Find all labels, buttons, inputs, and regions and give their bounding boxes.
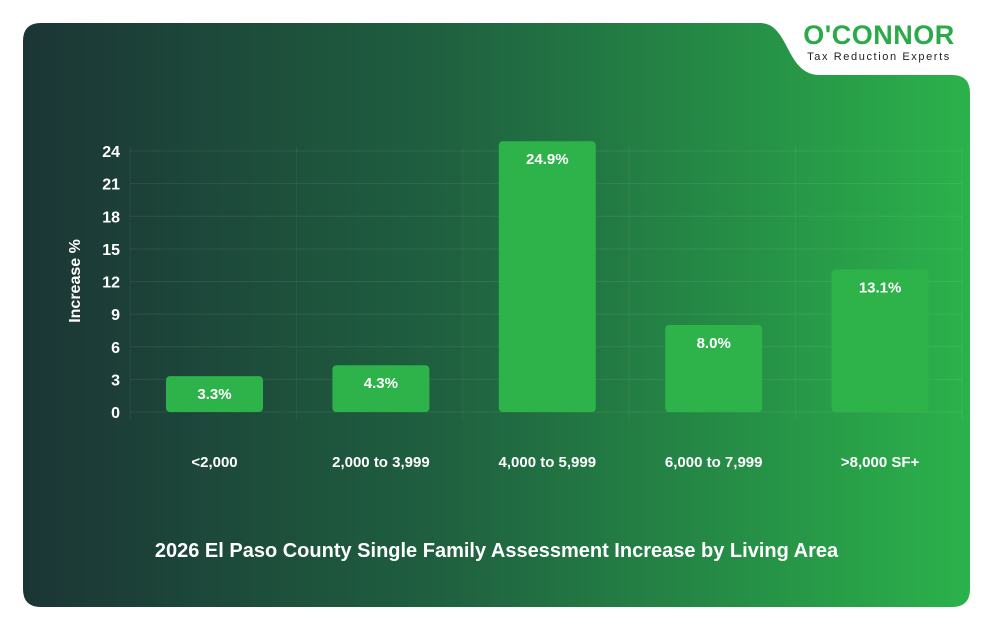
logo-wordmark: O'CONNOR — [803, 20, 955, 50]
y-tick-label: 15 — [102, 242, 120, 259]
data-label: 3.3% — [197, 386, 231, 403]
data-label: 8.0% — [697, 335, 731, 352]
logo-tagline: Tax Reduction Experts — [807, 51, 951, 63]
bar — [498, 141, 596, 412]
bar — [166, 376, 263, 412]
y-tick-label: 21 — [102, 177, 120, 194]
y-tick-label: 3 — [111, 372, 120, 389]
data-label: 13.1% — [859, 280, 902, 297]
y-tick-label: 6 — [111, 340, 120, 357]
x-tick-label: 2,000 to 3,999 — [332, 454, 430, 471]
x-tick-label: >8,000 SF+ — [841, 454, 920, 471]
x-tick-label: 4,000 to 5,999 — [499, 454, 597, 471]
y-axis-label: Increase % — [67, 239, 84, 323]
data-label: 24.9% — [526, 151, 569, 168]
x-tick-label: <2,000 — [191, 454, 237, 471]
data-label: 4.3% — [364, 375, 398, 392]
y-tick-label: 9 — [111, 307, 120, 324]
y-tick-label: 12 — [102, 275, 120, 292]
x-tick-label: 6,000 to 7,999 — [665, 454, 763, 471]
bar — [831, 269, 929, 412]
y-tick-label: 18 — [102, 209, 120, 226]
y-tick-label: 24 — [102, 144, 120, 161]
bar — [332, 365, 430, 412]
chart-title: 2026 El Paso County Single Family Assess… — [154, 540, 839, 562]
y-tick-label: 0 — [111, 405, 120, 422]
oconnor-logo: O'CONNOR Tax Reduction Experts — [788, 20, 970, 63]
bar — [665, 325, 763, 412]
bar-chart: 0 3 6 9 12 15 18 21 24 Increase % 3.3% <2,000 4.3% 2,… — [67, 141, 963, 471]
